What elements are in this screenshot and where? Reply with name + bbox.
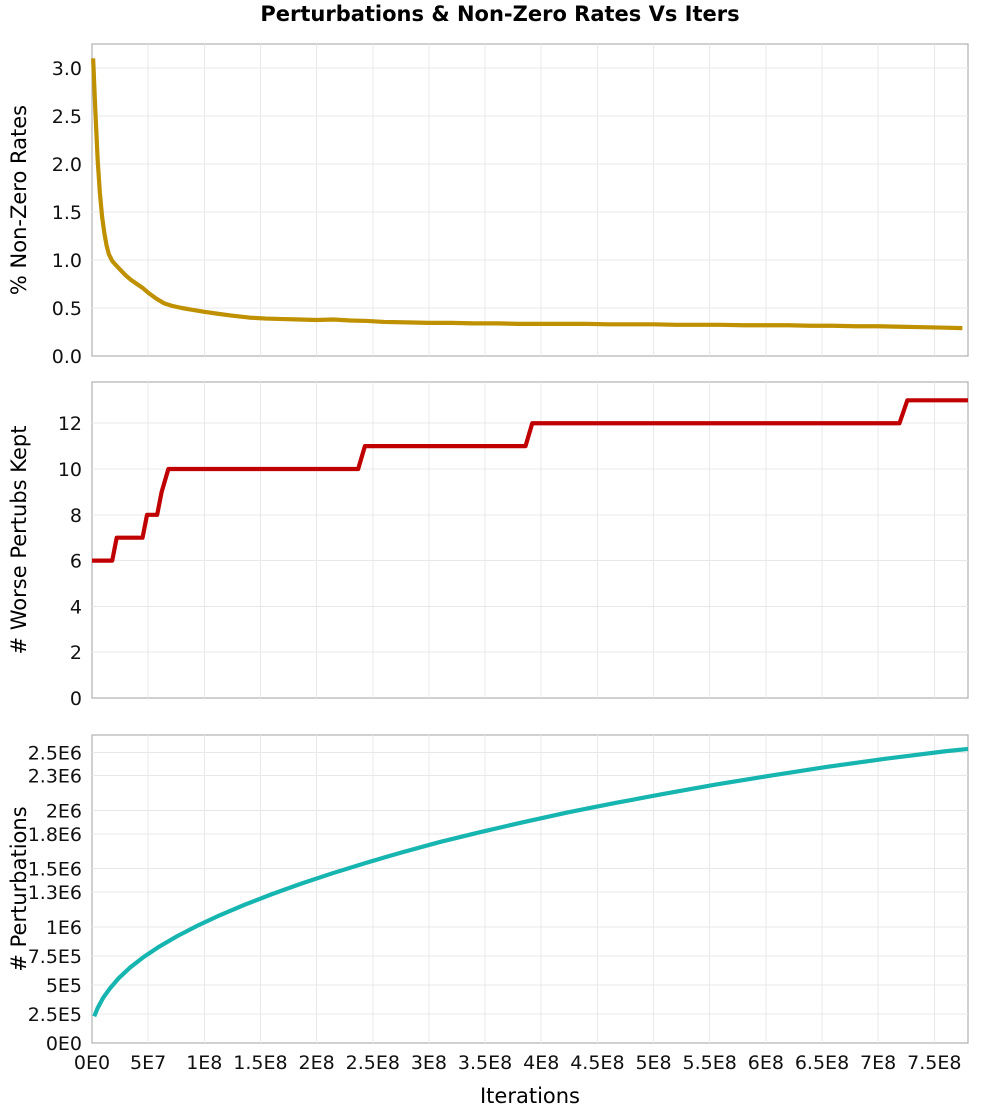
y-axis-tick-label: 0: [70, 688, 82, 710]
x-axis-tick-label: 2E8: [299, 1052, 335, 1074]
y-axis-title: % Non-Zero Rates: [7, 105, 31, 295]
y-axis-tick-label: 4: [70, 596, 82, 618]
data-series-line: [91, 58, 963, 331]
x-axis-tick-label: 1E8: [186, 1052, 222, 1074]
y-axis-tick-label: 2.5E5: [28, 1004, 82, 1026]
x-axis-tick-label: 4E8: [523, 1052, 559, 1074]
x-axis-tick-label: 6E8: [748, 1052, 784, 1074]
y-axis-tick-label: 7.5E5: [28, 946, 82, 968]
y-axis-tick-label: 1.5: [52, 202, 82, 224]
x-axis-tick-label: 6.5E8: [795, 1052, 849, 1074]
y-axis-tick-label: 2.3E6: [28, 766, 82, 788]
y-axis-tick-label: 8: [70, 505, 82, 527]
y-axis-tick-label: 2.5: [52, 106, 82, 128]
y-axis-tick-label: 0.0: [52, 346, 82, 368]
data-series-line: [92, 398, 968, 563]
y-axis-title: # Worse Pertubs Kept: [7, 426, 31, 655]
y-axis-tick-label: 2.5E6: [28, 742, 82, 764]
data-series-line: [92, 746, 969, 1018]
y-axis-tick-label: 1.0: [52, 250, 82, 272]
y-axis-tick-label: 5E5: [46, 975, 82, 997]
x-axis-tick-label: 1.5E8: [233, 1052, 287, 1074]
y-axis-tick-label: 1E6: [46, 917, 82, 939]
y-axis-tick-label: 6: [70, 551, 82, 573]
y-axis-tick-label: 1.8E6: [28, 824, 82, 846]
figure-title: Perturbations & Non-Zero Rates Vs Iters: [260, 2, 740, 26]
x-axis-title: Iterations: [480, 1084, 580, 1108]
x-axis-tick-label: 5E8: [635, 1052, 671, 1074]
x-axis-tick-label: 5E7: [130, 1052, 166, 1074]
x-axis-tick-label: 7E8: [860, 1052, 896, 1074]
x-axis-tick-label: 3.5E8: [458, 1052, 512, 1074]
chart-panel-non-zero-rates: 0.0 0.5 1.0 1.5 2.0 2.5 3.0 % Non-Zero Rates: [7, 43, 969, 368]
y-axis-tick-label: 0E0: [46, 1033, 82, 1055]
y-axis-tick-label: 1.5E6: [28, 859, 82, 881]
y-axis-tick-label: 10: [58, 459, 82, 481]
x-axis-tick-label: 0E0: [74, 1052, 110, 1074]
x-axis-tick-label: 2.5E8: [346, 1052, 400, 1074]
y-axis-tick-label: 0.5: [52, 298, 82, 320]
y-axis-tick-label: 2: [70, 642, 82, 664]
chart-panel-worse-pertubs-kept: 0 2 4 6 8 10 12 # Worse Pertubs Kept: [7, 381, 969, 710]
x-axis-tick-label: 7.5E8: [907, 1052, 961, 1074]
y-axis-tick-label: 2.0: [52, 154, 82, 176]
y-axis-tick-label: 1.3E6: [28, 882, 82, 904]
y-axis-tick-label: 2E6: [46, 801, 82, 823]
x-axis-tick-label: 4.5E8: [570, 1052, 624, 1074]
y-axis-tick-label: 3.0: [52, 58, 82, 80]
x-axis-tick-label: 5.5E8: [683, 1052, 737, 1074]
x-axis-tick-label: 3E8: [411, 1052, 447, 1074]
y-axis-title: # Perturbations: [7, 806, 31, 971]
plot-frame: [91, 43, 969, 357]
plot-frame: [91, 734, 969, 1044]
y-axis-tick-label: 12: [58, 413, 82, 435]
